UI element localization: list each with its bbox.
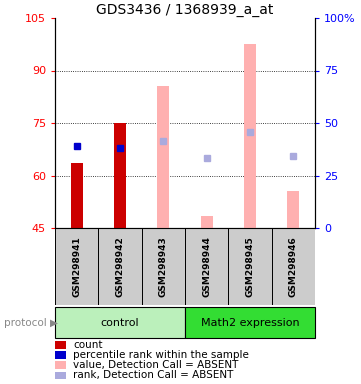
Bar <box>272 228 315 305</box>
Text: GSM298945: GSM298945 <box>245 236 255 297</box>
Text: control: control <box>101 318 139 328</box>
Bar <box>55 341 66 349</box>
Bar <box>142 228 185 305</box>
Bar <box>201 216 213 228</box>
Text: count: count <box>73 340 103 350</box>
Title: GDS3436 / 1368939_a_at: GDS3436 / 1368939_a_at <box>96 3 274 17</box>
Text: value, Detection Call = ABSENT: value, Detection Call = ABSENT <box>73 360 238 370</box>
Text: GSM298941: GSM298941 <box>72 236 81 297</box>
Bar <box>229 228 272 305</box>
Text: GSM298944: GSM298944 <box>202 236 211 297</box>
Bar <box>157 86 169 228</box>
Text: Math2 expression: Math2 expression <box>201 318 299 328</box>
Bar <box>55 228 98 305</box>
Bar <box>185 228 229 305</box>
Text: protocol ▶: protocol ▶ <box>4 318 58 328</box>
Text: GSM298943: GSM298943 <box>159 236 168 297</box>
Bar <box>55 361 66 369</box>
Text: GSM298946: GSM298946 <box>289 236 298 297</box>
Bar <box>55 351 66 359</box>
Bar <box>114 123 126 228</box>
Bar <box>55 307 185 338</box>
Bar <box>244 44 256 228</box>
Text: percentile rank within the sample: percentile rank within the sample <box>73 350 249 360</box>
Bar <box>185 307 315 338</box>
Bar <box>71 163 83 228</box>
Bar <box>55 372 66 379</box>
Bar <box>287 191 299 228</box>
Text: rank, Detection Call = ABSENT: rank, Detection Call = ABSENT <box>73 370 234 380</box>
Text: GSM298942: GSM298942 <box>116 236 125 297</box>
Bar <box>98 228 142 305</box>
